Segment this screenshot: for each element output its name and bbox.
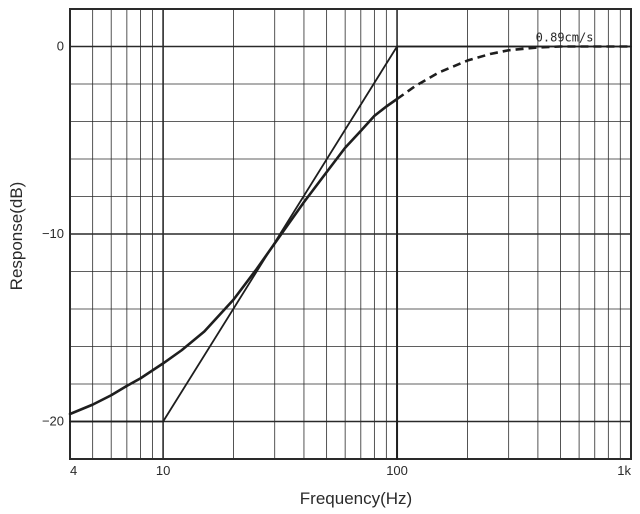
x-axis-title: Frequency(Hz) xyxy=(300,489,412,508)
x-tick-label: 1k xyxy=(617,463,631,478)
annotation-label: 0.89cm/s xyxy=(536,31,594,45)
tick-labels: 4 10 100 1k 0 −10 −20 xyxy=(42,39,632,479)
y-tick-label: 0 xyxy=(57,39,64,54)
y-tick-label: −10 xyxy=(42,226,64,241)
y-axis-title: Response(dB) xyxy=(7,182,26,291)
plot-frame xyxy=(69,8,632,460)
response-curve-dashed xyxy=(396,45,631,101)
series-group xyxy=(68,45,632,460)
y-tick-label: −20 xyxy=(42,414,64,429)
asymptote-line xyxy=(69,45,632,423)
grid xyxy=(69,8,632,460)
x-tick-label: 10 xyxy=(156,463,170,478)
x-tick-label: 100 xyxy=(386,463,408,478)
x-tick-label: 4 xyxy=(70,463,77,478)
response-curve-solid xyxy=(68,97,399,416)
